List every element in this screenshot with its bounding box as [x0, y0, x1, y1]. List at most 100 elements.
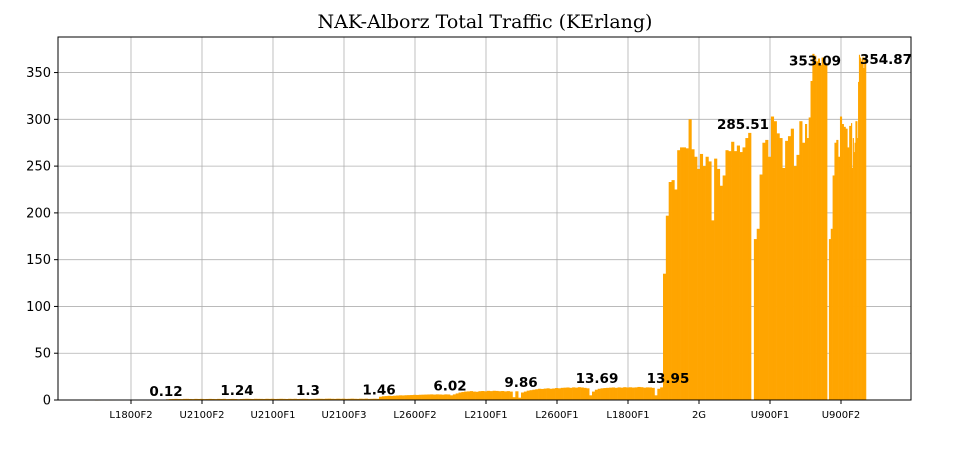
bar — [435, 394, 439, 400]
x-tick-label: L1800F1 — [606, 410, 649, 421]
bar — [734, 151, 738, 400]
bar — [589, 395, 593, 400]
bar — [421, 394, 425, 400]
bar — [736, 145, 740, 400]
bar — [819, 65, 822, 400]
bar — [728, 151, 732, 400]
bar — [521, 392, 525, 400]
bar — [802, 142, 806, 401]
y-tick-label: 200 — [26, 206, 51, 221]
data-label: 9.86 — [504, 375, 537, 391]
bar — [628, 387, 633, 400]
bar — [364, 398, 368, 400]
bar — [467, 391, 471, 400]
bar — [851, 167, 854, 400]
bar — [841, 124, 844, 401]
data-label: 13.69 — [576, 371, 619, 387]
bar — [857, 138, 859, 400]
bar — [716, 168, 721, 400]
bar — [222, 398, 226, 400]
bar — [685, 148, 689, 400]
x-tick-label: U2100F2 — [180, 410, 225, 421]
bar — [299, 398, 303, 400]
bar — [475, 391, 479, 400]
bar — [174, 398, 178, 400]
bar — [319, 398, 323, 400]
bar — [812, 53, 815, 400]
bar — [512, 397, 516, 400]
bar — [330, 398, 334, 400]
bar — [640, 387, 644, 400]
bar — [432, 394, 437, 400]
bar — [401, 395, 405, 400]
bar — [441, 394, 445, 400]
bar — [830, 228, 833, 400]
bar — [498, 391, 502, 400]
bar — [302, 398, 306, 400]
bar — [293, 398, 297, 400]
bar — [836, 139, 839, 401]
bar — [239, 398, 243, 400]
bar — [719, 185, 723, 400]
bar — [384, 396, 388, 400]
bar — [671, 180, 675, 400]
bar — [398, 395, 403, 400]
bar — [447, 394, 451, 400]
bar — [805, 124, 808, 401]
bar — [381, 396, 385, 400]
data-label: 1.46 — [362, 383, 395, 399]
bar — [856, 121, 858, 400]
bar — [839, 116, 843, 400]
bar — [852, 138, 854, 400]
bar — [444, 394, 448, 400]
bar — [251, 398, 255, 400]
bar — [461, 392, 465, 400]
bar — [648, 387, 652, 400]
bar — [469, 391, 474, 400]
bar — [279, 398, 283, 400]
bar — [486, 390, 491, 400]
bar — [592, 391, 596, 400]
data-label: 354.87 — [860, 52, 912, 68]
bar — [814, 55, 817, 401]
bar — [586, 388, 590, 400]
bar — [492, 390, 496, 400]
bar — [787, 136, 792, 400]
bar — [526, 390, 530, 400]
bar — [860, 61, 862, 401]
bar — [325, 398, 329, 400]
bar — [262, 398, 266, 400]
bar — [177, 398, 181, 400]
bar — [691, 149, 695, 400]
bar — [523, 391, 527, 400]
bar — [518, 397, 522, 400]
bar — [219, 398, 224, 400]
bar — [742, 147, 746, 400]
bar — [424, 394, 428, 400]
bar — [347, 398, 351, 400]
bar — [854, 142, 856, 401]
bar — [503, 391, 508, 400]
bar — [796, 154, 800, 400]
bar — [708, 161, 712, 400]
bar — [862, 56, 864, 400]
bar — [390, 395, 394, 400]
bar — [665, 215, 669, 400]
bar — [631, 387, 635, 400]
bar — [823, 59, 826, 400]
bar — [557, 388, 562, 400]
bar — [455, 393, 459, 400]
bar — [549, 388, 553, 400]
bar — [393, 395, 397, 400]
bar — [849, 125, 852, 400]
bar — [566, 387, 570, 400]
chart-title: NAK-Alborz Total Traffic (KErlang) — [318, 11, 653, 33]
bar — [756, 228, 760, 400]
bar — [205, 398, 209, 400]
bar — [845, 128, 848, 401]
bar — [259, 398, 263, 400]
bar — [228, 398, 232, 400]
bar — [538, 388, 542, 400]
bar — [336, 398, 340, 400]
bar — [617, 387, 621, 400]
